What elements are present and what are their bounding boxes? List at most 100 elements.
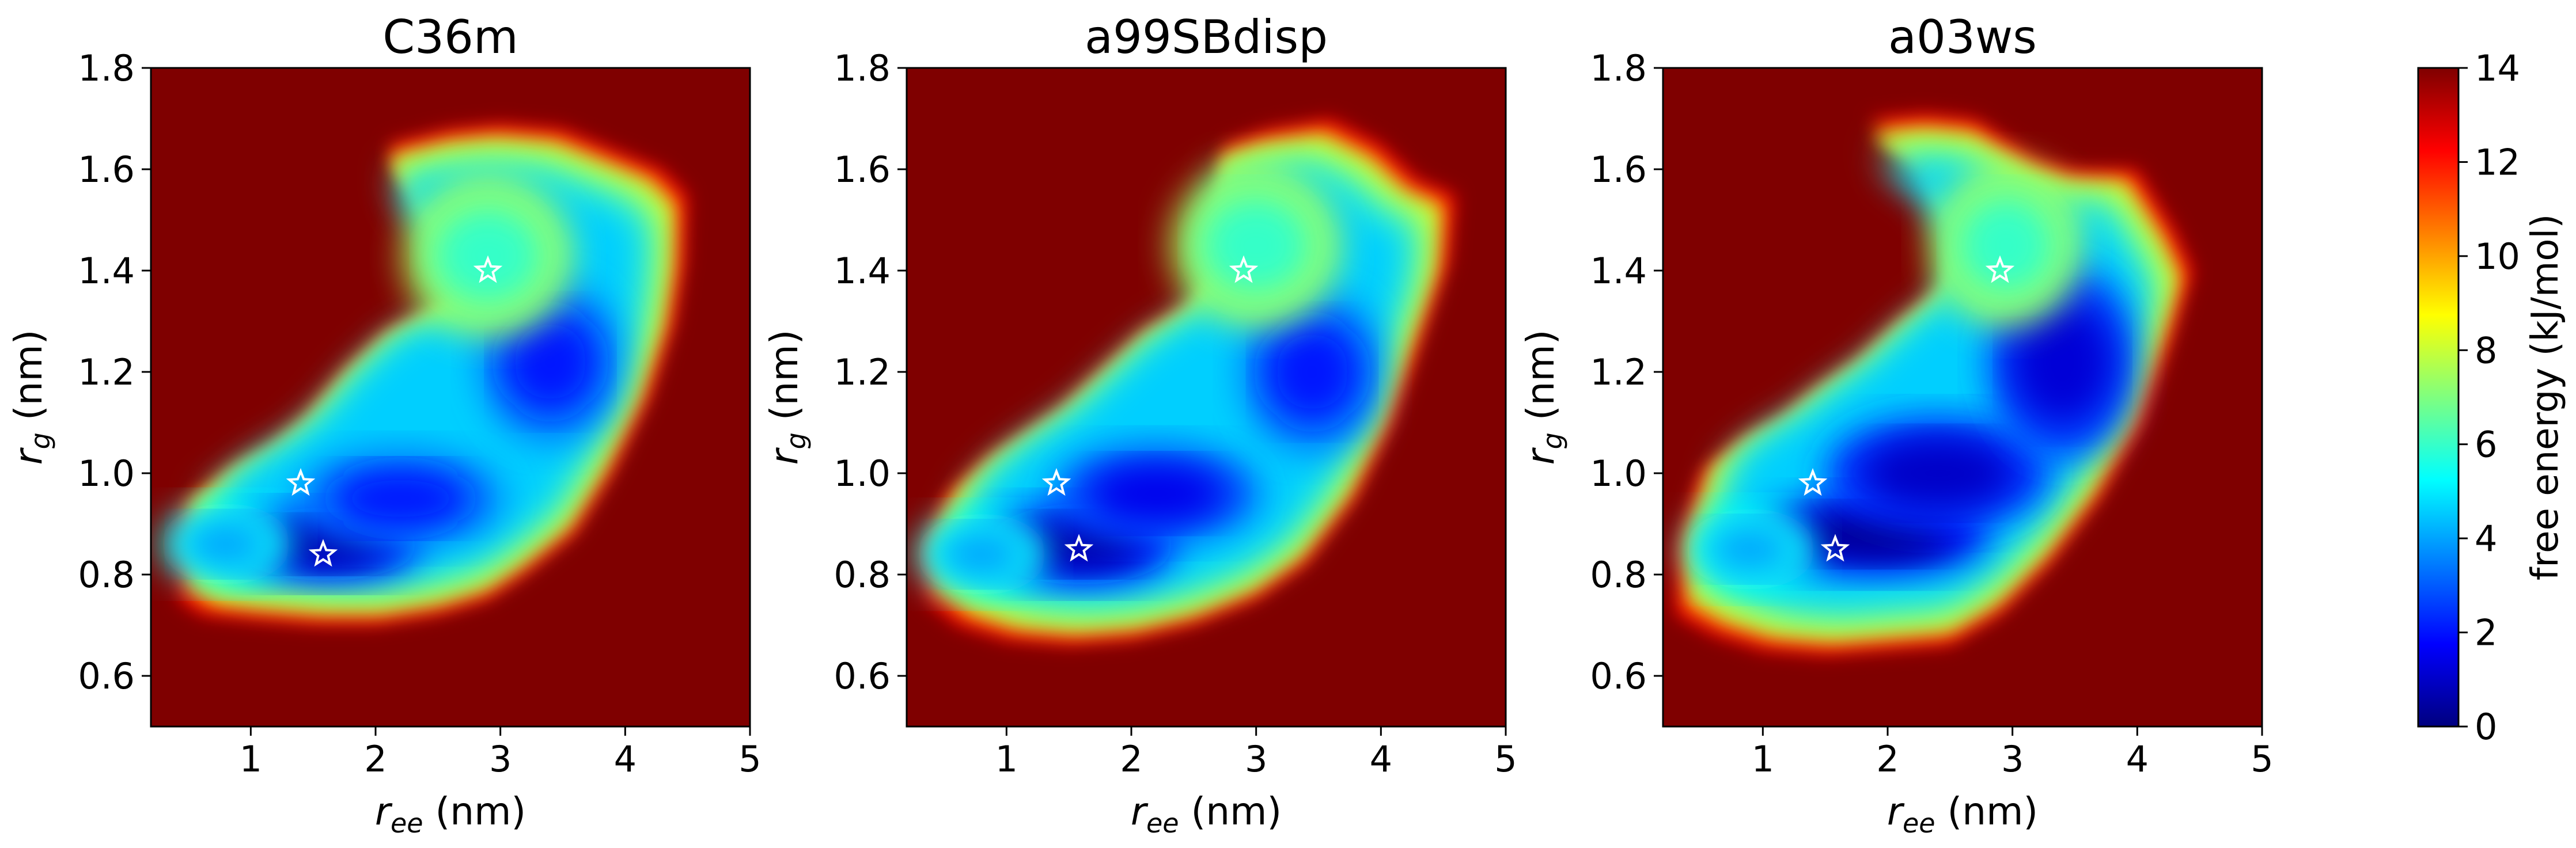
x-tick-label: 2 bbox=[364, 738, 387, 780]
x-tick-label: 1 bbox=[240, 738, 262, 780]
colorbar-tick-label: 2 bbox=[2475, 612, 2497, 654]
x-tick-label: 4 bbox=[1370, 738, 1392, 780]
x-axis-label-subscript: ee bbox=[1903, 808, 1935, 839]
reference-star-marker bbox=[1985, 255, 2015, 283]
y-tick-label: 0.6 bbox=[834, 655, 891, 697]
colorbar-tick-label: 6 bbox=[2475, 424, 2497, 466]
basin-well-core bbox=[182, 519, 270, 570]
panel-title: a99SBdisp bbox=[1085, 10, 1328, 64]
y-tick-label: 1.8 bbox=[1590, 47, 1647, 89]
x-axis-label-unit: (nm) bbox=[1179, 789, 1282, 834]
y-axis-label-unit: (nm) bbox=[1518, 330, 1563, 433]
panel-title: a03ws bbox=[1888, 10, 2037, 64]
colorbar-tick-label: 4 bbox=[2475, 518, 2497, 560]
y-tick-label: 1.0 bbox=[834, 452, 891, 495]
x-tick-label: 1 bbox=[1752, 738, 1774, 780]
plot-frame bbox=[150, 67, 751, 728]
x-axis-label-unit: (nm) bbox=[423, 789, 526, 834]
colorbar-tick-label: 8 bbox=[2475, 329, 2497, 371]
x-tick-label: 1 bbox=[995, 738, 1018, 780]
y-tick-label: 1.2 bbox=[1590, 351, 1647, 393]
y-tick-label: 1.0 bbox=[78, 452, 135, 495]
y-axis-label-symbol: r bbox=[6, 447, 51, 465]
y-tick-label: 1.2 bbox=[834, 351, 891, 393]
basin-well-core bbox=[332, 468, 469, 529]
y-tick-label: 1.8 bbox=[834, 47, 891, 89]
reference-star-marker bbox=[286, 468, 316, 496]
x-tick-label: 3 bbox=[2001, 738, 2024, 780]
y-axis-label-subscript: g bbox=[25, 432, 56, 449]
y-tick-label: 1.4 bbox=[78, 250, 135, 292]
reference-star-marker bbox=[473, 255, 503, 283]
reference-star-marker bbox=[308, 539, 338, 567]
x-tick-label: 5 bbox=[1494, 738, 1517, 780]
y-tick-label: 0.6 bbox=[1590, 655, 1647, 697]
y-tick-label: 1.6 bbox=[78, 149, 135, 191]
y-axis-label-subscript: g bbox=[781, 432, 812, 449]
reference-star-marker bbox=[1798, 468, 1828, 496]
reference-star-marker bbox=[1229, 255, 1259, 283]
basin-well-core bbox=[503, 311, 598, 413]
y-tick-label: 1.0 bbox=[1590, 452, 1647, 495]
basin-well-core bbox=[1088, 463, 1225, 524]
colorbar-tick-label: 14 bbox=[2475, 47, 2520, 89]
x-axis-label-symbol: r bbox=[1887, 789, 1905, 834]
x-axis-label-subscript: ee bbox=[391, 808, 423, 839]
basin-well-core bbox=[938, 528, 1025, 580]
x-tick-label: 3 bbox=[489, 738, 512, 780]
x-tick-label: 2 bbox=[1120, 738, 1142, 780]
colorbar-tick-label: 12 bbox=[2475, 141, 2520, 183]
plot-frame bbox=[906, 67, 1507, 728]
colorbar-frame bbox=[2417, 67, 2460, 728]
y-tick-label: 1.4 bbox=[1590, 250, 1647, 292]
x-axis-label: ree (nm) bbox=[1131, 789, 1282, 839]
y-tick-label: 1.4 bbox=[834, 250, 891, 292]
x-tick-label: 2 bbox=[1876, 738, 1899, 780]
basin-well-core bbox=[1956, 195, 2056, 296]
y-axis-label-symbol: r bbox=[1518, 447, 1563, 465]
basin-well-core bbox=[1200, 195, 1313, 296]
basin-well-core bbox=[1862, 438, 2013, 509]
x-axis-label-symbol: r bbox=[1131, 789, 1149, 834]
y-axis-label: rg (nm) bbox=[1518, 330, 1568, 465]
x-axis-label: ree (nm) bbox=[1887, 789, 2038, 839]
basin-well-core bbox=[2012, 301, 2112, 423]
reference-star-marker bbox=[1820, 534, 1850, 562]
colorbar-gradient bbox=[2418, 68, 2458, 727]
y-tick-label: 1.6 bbox=[1590, 149, 1647, 191]
x-tick-label: 3 bbox=[1245, 738, 1267, 780]
y-tick-label: 0.8 bbox=[78, 554, 135, 596]
x-axis-label-symbol: r bbox=[375, 789, 393, 834]
y-tick-label: 0.6 bbox=[78, 655, 135, 697]
y-tick-label: 1.2 bbox=[78, 351, 135, 393]
x-axis-label-unit: (nm) bbox=[1935, 789, 2039, 834]
x-tick-label: 4 bbox=[2126, 738, 2149, 780]
heatmap-surface bbox=[907, 68, 1506, 727]
heatmap-surface bbox=[151, 68, 750, 727]
x-axis-label-subscript: ee bbox=[1146, 808, 1179, 839]
heatmap-surface bbox=[1663, 68, 2262, 727]
y-axis-label-symbol: r bbox=[762, 447, 806, 465]
y-axis-label: rg (nm) bbox=[762, 330, 812, 465]
plot-frame bbox=[1662, 67, 2263, 728]
y-axis-label-unit: (nm) bbox=[762, 330, 806, 433]
basin-well-core bbox=[1706, 524, 1794, 575]
colorbar-label: free energy (kJ/mol) bbox=[2524, 214, 2567, 581]
y-axis-label: rg (nm) bbox=[6, 330, 56, 465]
panel-title: C36m bbox=[382, 10, 518, 64]
y-tick-label: 0.8 bbox=[834, 554, 891, 596]
x-tick-label: 5 bbox=[738, 738, 761, 780]
basin-well-core bbox=[1264, 321, 1360, 423]
y-axis-label-subscript: g bbox=[1537, 432, 1568, 449]
y-axis-label-unit: (nm) bbox=[6, 330, 51, 433]
y-tick-label: 0.8 bbox=[1590, 554, 1647, 596]
colorbar-tick-label: 0 bbox=[2475, 706, 2497, 748]
colorbar-tick-label: 10 bbox=[2475, 235, 2520, 277]
x-axis-label: ree (nm) bbox=[375, 789, 526, 839]
reference-star-marker bbox=[1041, 468, 1071, 496]
reference-star-marker bbox=[1064, 534, 1094, 562]
x-tick-label: 5 bbox=[2251, 738, 2273, 780]
